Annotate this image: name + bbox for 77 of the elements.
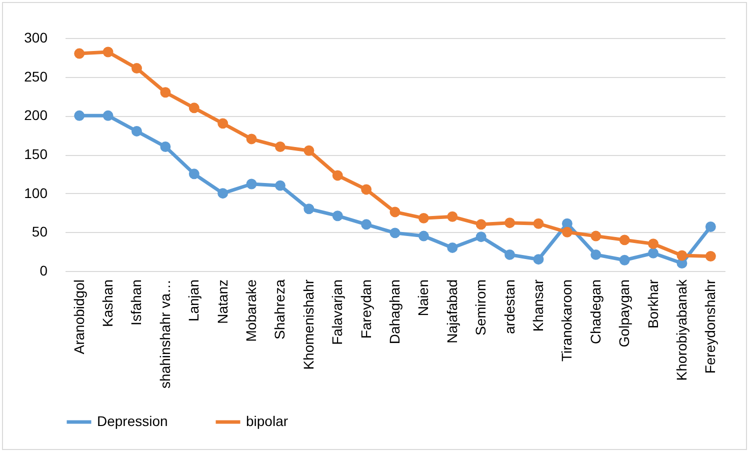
x-tick-label: Lanjan [186,280,202,322]
x-tick-label: Mobarake [243,279,260,342]
point [562,218,572,229]
point [218,118,228,129]
point [332,170,343,181]
point [619,234,630,246]
y-tick-label: 300 [24,30,48,46]
point [160,87,171,98]
point [304,204,314,214]
x-tick-label: Shahreza [272,279,288,340]
x-tick-label: Golpaygan [616,280,632,348]
point [332,210,343,222]
x-tick-label: Khomenishahr [300,279,316,370]
point [304,145,314,156]
point [533,218,544,229]
point [131,63,142,74]
point [476,232,486,242]
x-tick-label: Khansar [530,279,546,332]
point [102,110,114,121]
point [160,142,171,152]
point [274,142,286,152]
x-tick-label: Semirom [472,280,489,336]
point [102,46,114,58]
point [562,226,572,238]
point [361,219,372,230]
point [188,102,200,114]
point [390,228,400,238]
x-tick-label: Najafabad [444,280,460,344]
point [504,218,516,228]
x-tick-label: Falavarjan [329,280,346,345]
x-tick-label: Aranobidgol [70,280,87,354]
x-tick-label: Naien [415,280,432,316]
point [218,188,228,199]
x-tick-label: Kashan [100,280,116,327]
point [447,242,458,253]
x-tick-label: Chadegan [587,280,604,344]
point [590,249,602,260]
point [361,184,372,195]
point [246,178,257,190]
legend-label: bipolar [246,413,288,429]
point [246,134,257,144]
x-tick-label: Tiranokaroon [558,280,575,362]
point [418,212,429,224]
point [476,219,486,230]
x-tick-label: shahinshahr va… [156,280,173,388]
point [705,221,716,232]
point [676,250,688,261]
x-tick-label: Fereydonshahr [702,279,718,374]
point [648,238,659,250]
point [447,211,458,222]
x-tick-label: Natanz [214,280,230,324]
x-tick-label: ardestan [501,280,518,334]
point [619,254,630,266]
x-tick-label: Khorobiyabanak [673,278,690,381]
point [648,248,659,258]
y-tick-label: 250 [24,68,48,84]
y-tick-label: 200 [24,107,48,124]
x-tick-label: Dahaghan [386,280,402,344]
point [274,180,286,191]
legend-label: Depression [97,413,168,429]
point [74,48,85,59]
point [418,230,429,242]
y-tick-label: 0 [40,262,48,278]
x-tick-label: Isfahan [128,280,144,326]
y-tick-label: 50 [32,224,48,240]
point [504,249,516,260]
point [390,206,400,218]
point [705,251,716,262]
x-tick-label: Fareydan [358,280,374,339]
point [533,254,544,265]
point [188,168,200,180]
point [590,230,602,242]
point [131,126,142,136]
x-tick-label: Borkhar [644,279,661,329]
y-tick-label: 150 [24,146,48,162]
y-tick-label: 100 [24,184,48,201]
point [74,110,85,121]
